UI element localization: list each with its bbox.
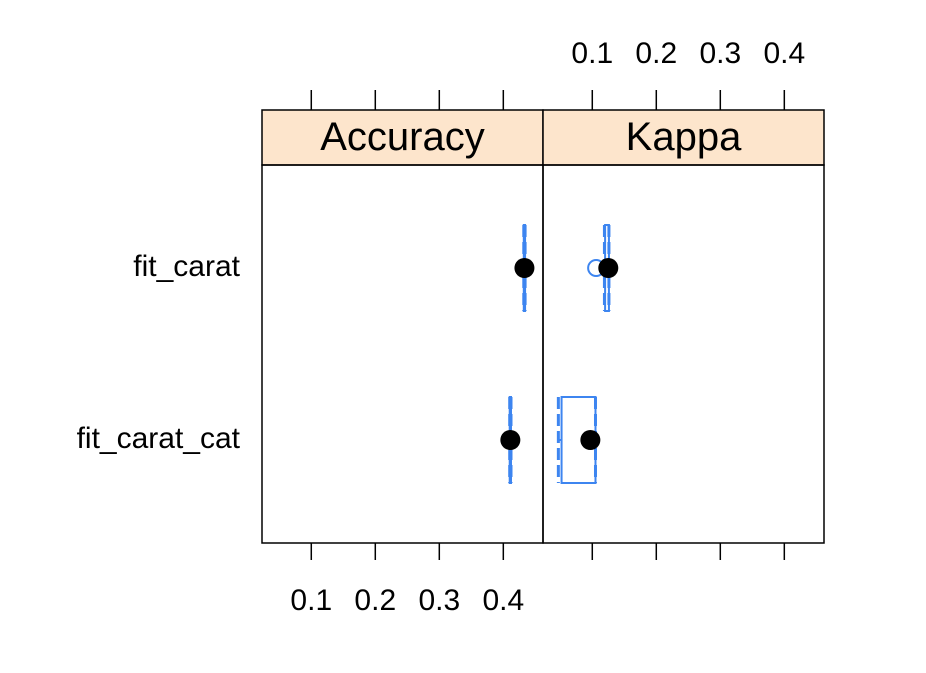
median [598, 258, 619, 278]
strip-title: Kappa [626, 115, 742, 159]
tick-label: 0.1 [290, 584, 332, 617]
tick-label: 0.3 [418, 584, 460, 617]
tick-label: 0.4 [763, 37, 805, 70]
category-label: fit_carat [133, 250, 240, 283]
median [500, 430, 521, 450]
strip-title: Accuracy [320, 115, 485, 159]
panel [261, 164, 544, 544]
panel [542, 164, 825, 544]
strip [261, 109, 544, 166]
tick-label: 0.1 [571, 37, 613, 70]
tick-label: 0.3 [699, 37, 741, 70]
median [580, 430, 601, 450]
category-label: fit_carat_cat [77, 422, 241, 455]
median [514, 258, 535, 278]
tick-label: 0.2 [635, 37, 677, 70]
tick-label: 0.4 [482, 584, 524, 617]
tick-label: 0.2 [354, 584, 396, 617]
